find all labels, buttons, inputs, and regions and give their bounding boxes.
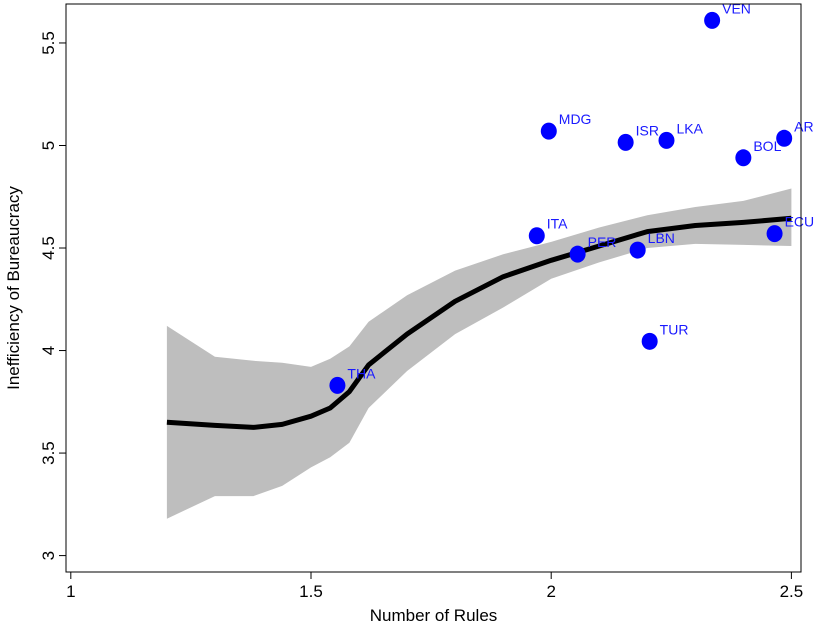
data-point-ita [528,227,545,245]
point-label-tur: TUR [660,321,689,337]
x-tick-label: 1 [66,582,75,601]
y-axis: 3 3.5 4 4.5 5 5.5 [39,31,66,560]
y-tick-label: 3 [39,551,58,560]
data-point-bol [735,149,752,167]
point-label-per: PER [588,234,617,250]
data-point-ecu [766,225,783,243]
point-label-lbn: LBN [648,230,675,246]
point-label-ven: VEN [722,0,751,16]
data-point-tha [329,376,346,394]
data-point-per [569,245,586,263]
y-tick-label: 4 [39,346,58,355]
data-point-lbn [629,241,646,259]
data-point-mdg [540,122,557,140]
point-label-mdg: MDG [559,111,592,127]
data-point-isr [617,133,634,151]
point-label-tha: THA [347,365,376,381]
data-point-ven [704,11,721,29]
data-points-layer [329,11,793,394]
y-axis-title: Inefficiency of Bureaucracy [4,186,23,390]
x-tick-label: 2 [546,582,555,601]
fit-line [166,215,792,430]
y-tick-label: 5 [39,141,58,150]
point-label-isr: ISR [636,122,659,138]
plot-frame [65,3,802,573]
point-label-arg: ARG [794,118,814,134]
data-point-tur [641,332,658,350]
confidence-band [166,188,792,519]
data-point-arg [776,129,793,147]
point-label-ita: ITA [547,216,568,232]
x-tick-label: 2.5 [780,582,804,601]
y-tick-label: 4.5 [39,236,58,260]
x-tick-label: 1.5 [299,582,323,601]
point-label-lka: LKA [676,120,703,136]
confidence-band-layer [166,188,792,519]
y-tick-label: 3.5 [39,441,58,465]
point-label-ecu: ECU [785,214,814,230]
y-tick-label: 5.5 [39,31,58,55]
data-point-lka [658,131,675,149]
x-axis: 1 1.5 2 2.5 [66,572,803,601]
fit-line-layer [166,215,792,430]
x-axis-title: Number of Rules [370,606,498,625]
point-label-bol: BOL [753,138,781,154]
